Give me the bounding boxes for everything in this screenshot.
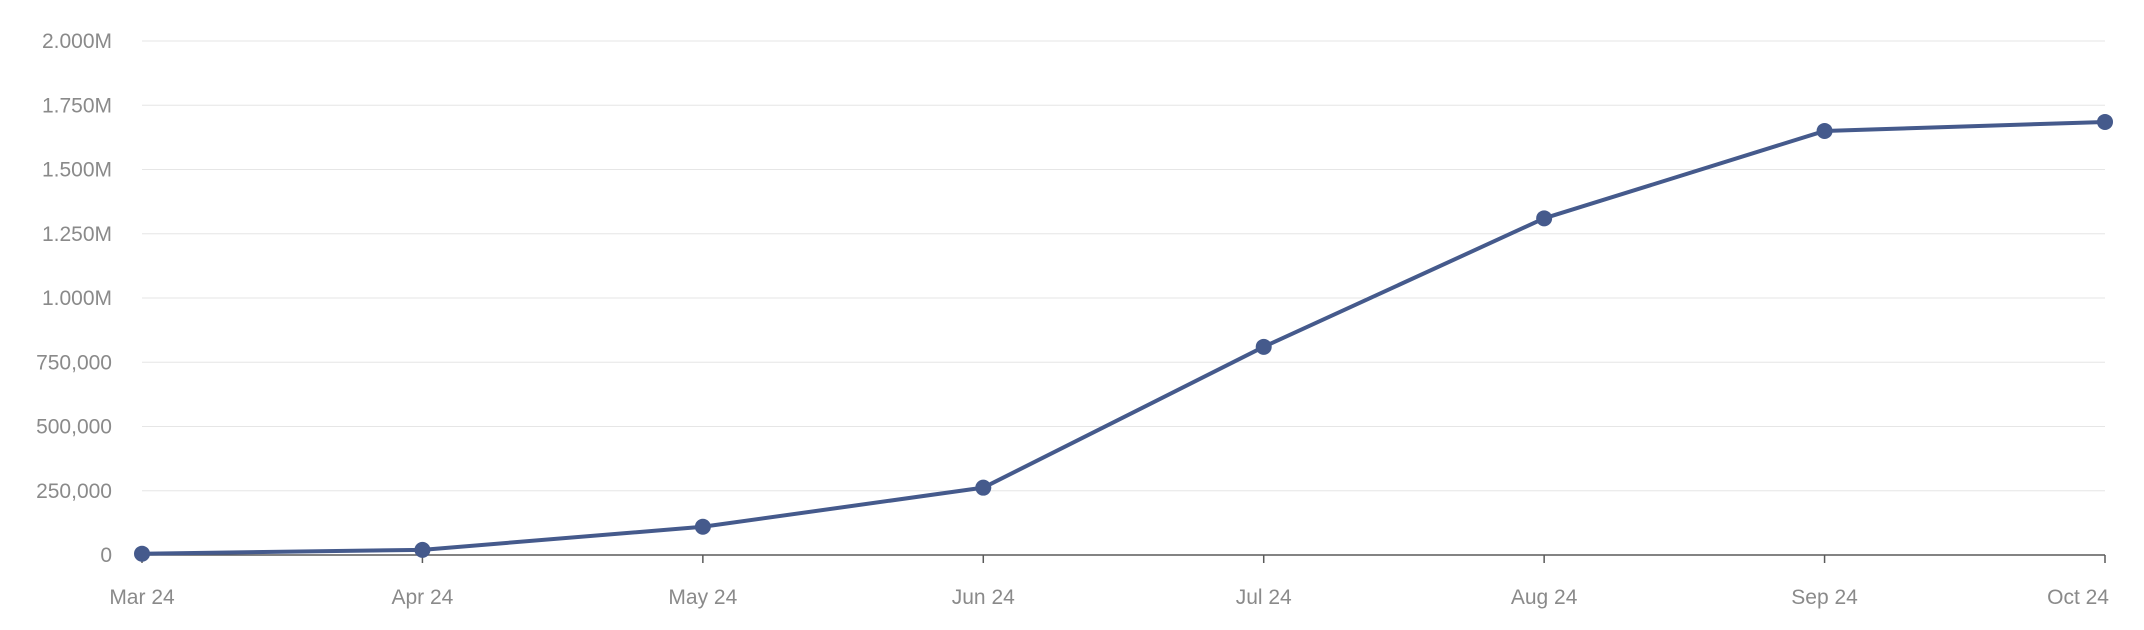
series-line xyxy=(140,119,2107,556)
x-axis xyxy=(141,554,2106,563)
data-point[interactable] xyxy=(1816,122,1833,139)
x-axis-labels: Mar 24 Apr 24 May 24 Jun 24 Jul 24 Aug 24 Sep … xyxy=(109,586,2109,609)
y-tick-label: 500,000 xyxy=(36,416,112,439)
data-point[interactable] xyxy=(694,518,711,535)
data-point[interactable] xyxy=(975,479,992,496)
y-axis-labels: 0 250,000 500,000 750,000 1.000M 1.250M 1.500M… xyxy=(36,30,112,567)
x-tick-label: Jul 24 xyxy=(1236,586,1292,609)
x-tick-label: Mar 24 xyxy=(109,586,175,609)
data-point[interactable] xyxy=(1255,338,1272,355)
y-tick-label: 1.250M xyxy=(42,223,112,246)
x-tick-label: May 24 xyxy=(668,586,737,609)
y-tick-label: 2.000M xyxy=(42,30,112,53)
series-layer xyxy=(134,113,2113,562)
y-tick-label: 750,000 xyxy=(36,351,112,374)
x-tick-label: Oct 24 xyxy=(2047,586,2109,609)
data-point[interactable] xyxy=(2097,113,2113,130)
x-tick-label: Aug 24 xyxy=(1511,586,1578,609)
y-tick-label: 1.000M xyxy=(42,287,112,310)
data-point[interactable] xyxy=(414,541,431,558)
y-tick-label: 1.500M xyxy=(42,159,112,182)
y-tick-label: 0 xyxy=(100,544,112,567)
data-point[interactable] xyxy=(1536,210,1553,227)
x-tick-label: Apr 24 xyxy=(391,586,453,609)
y-tick-label: 1.750M xyxy=(42,94,112,117)
grid-layer xyxy=(142,40,2105,492)
data-point[interactable] xyxy=(134,545,150,562)
y-tick-label: 250,000 xyxy=(36,480,112,503)
x-tick-label: Jun 24 xyxy=(952,586,1015,609)
x-tick-label: Sep 24 xyxy=(1791,586,1858,609)
